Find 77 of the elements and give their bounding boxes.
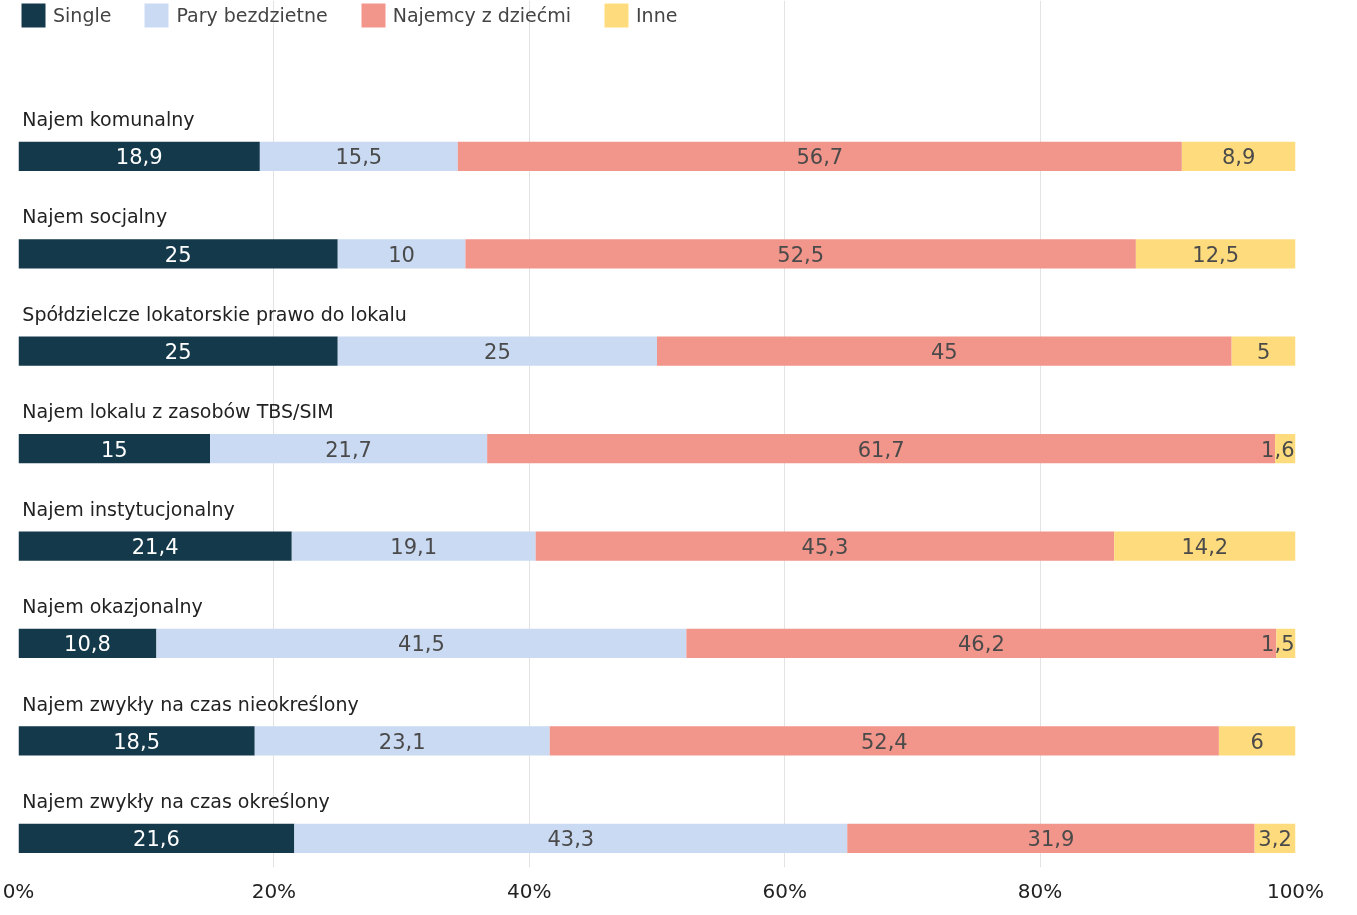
y-tick-label: Spółdzielcze lokatorskie prawo do lokalu: [22, 302, 407, 325]
data-label: 21,4: [131, 535, 179, 560]
bar: [18, 628, 157, 659]
x-tick-label: 0%: [2, 878, 35, 903]
bar: [18, 141, 260, 171]
bar: [535, 531, 1115, 561]
bar: [337, 239, 466, 269]
y-tick-label: Najem lokalu z zasobów TBS/SIM: [22, 400, 334, 423]
data-label: 1,6: [1261, 437, 1295, 462]
data-label: 25: [164, 242, 192, 267]
y-tick-label: Najem socjalny: [22, 205, 168, 228]
bar: [1218, 726, 1296, 756]
y-tick-label: Najem zwykły na czas określony: [22, 789, 330, 812]
x-tick-label: 40%: [507, 878, 552, 903]
data-label: 10: [388, 242, 415, 267]
bar: [291, 531, 536, 561]
data-label: 1,5: [1261, 632, 1295, 657]
data-label: 15,5: [335, 145, 383, 170]
x-tick-label: 80%: [1017, 878, 1063, 903]
data-label: 41,5: [398, 632, 445, 657]
data-label: 15: [100, 437, 128, 462]
data-label: 43,3: [547, 827, 595, 852]
y-tick-label: Najem zwykły na czas nieokreślony: [22, 692, 359, 715]
bar: [465, 239, 1136, 269]
data-label: 21,6: [133, 827, 180, 852]
data-label: 18,9: [115, 145, 163, 170]
y-tick-label: Najem komunalny: [22, 108, 195, 131]
bar: [1135, 239, 1296, 269]
data-label: 18,5: [113, 729, 161, 754]
legend-label: Single: [53, 4, 112, 26]
data-label: 25: [164, 340, 192, 365]
y-tick-label: Najem okazjonalny: [22, 595, 203, 618]
y-tick-label: Najem instytucjonalny: [22, 497, 235, 520]
x-tick-label: 20%: [251, 878, 297, 903]
data-label: 19,1: [390, 535, 438, 560]
data-label: 52,4: [860, 729, 908, 754]
legend-label: Pary bezdzietne: [176, 4, 328, 26]
bar: [210, 434, 488, 464]
bar: [254, 726, 550, 756]
bar: [1231, 336, 1296, 366]
bar: [1114, 531, 1296, 561]
bar: [549, 726, 1219, 756]
data-label: 45,3: [801, 535, 849, 560]
bar: [457, 141, 1182, 171]
data-label: 21,7: [325, 437, 372, 462]
bar: [18, 239, 338, 269]
legend-label: Najemcy z dziećmi: [392, 4, 571, 26]
bar: [1181, 141, 1296, 171]
bar: [18, 823, 295, 853]
data-label: 31,9: [1027, 827, 1075, 852]
data-label: 14,2: [1181, 535, 1229, 560]
bar: [156, 628, 687, 659]
data-label: 8,9: [1221, 145, 1256, 170]
bar: [18, 336, 338, 366]
data-label: 61,7: [857, 437, 905, 462]
data-label: 3,2: [1258, 827, 1292, 852]
data-label: 45: [930, 340, 958, 365]
x-tick-label: 100%: [1266, 878, 1325, 903]
legend-label: Inne: [635, 4, 678, 26]
bar: [294, 823, 848, 853]
bar: [18, 726, 255, 756]
data-label: 10,8: [64, 632, 111, 657]
bar: [18, 434, 211, 464]
data-label: 25: [484, 340, 511, 365]
bar: [18, 531, 292, 561]
bar: [259, 141, 458, 171]
bar: [337, 336, 657, 366]
data-label: 56,7: [796, 145, 844, 170]
data-label: 12,5: [1192, 242, 1240, 267]
data-label: 46,2: [957, 632, 1005, 657]
data-label: 23,1: [378, 729, 426, 754]
data-label: 5: [1256, 340, 1271, 365]
data-label: 6: [1250, 729, 1264, 754]
x-tick-label: 60%: [762, 878, 807, 903]
data-label: 52,5: [777, 242, 825, 267]
bar: [657, 336, 1232, 366]
bar: [847, 823, 1255, 853]
